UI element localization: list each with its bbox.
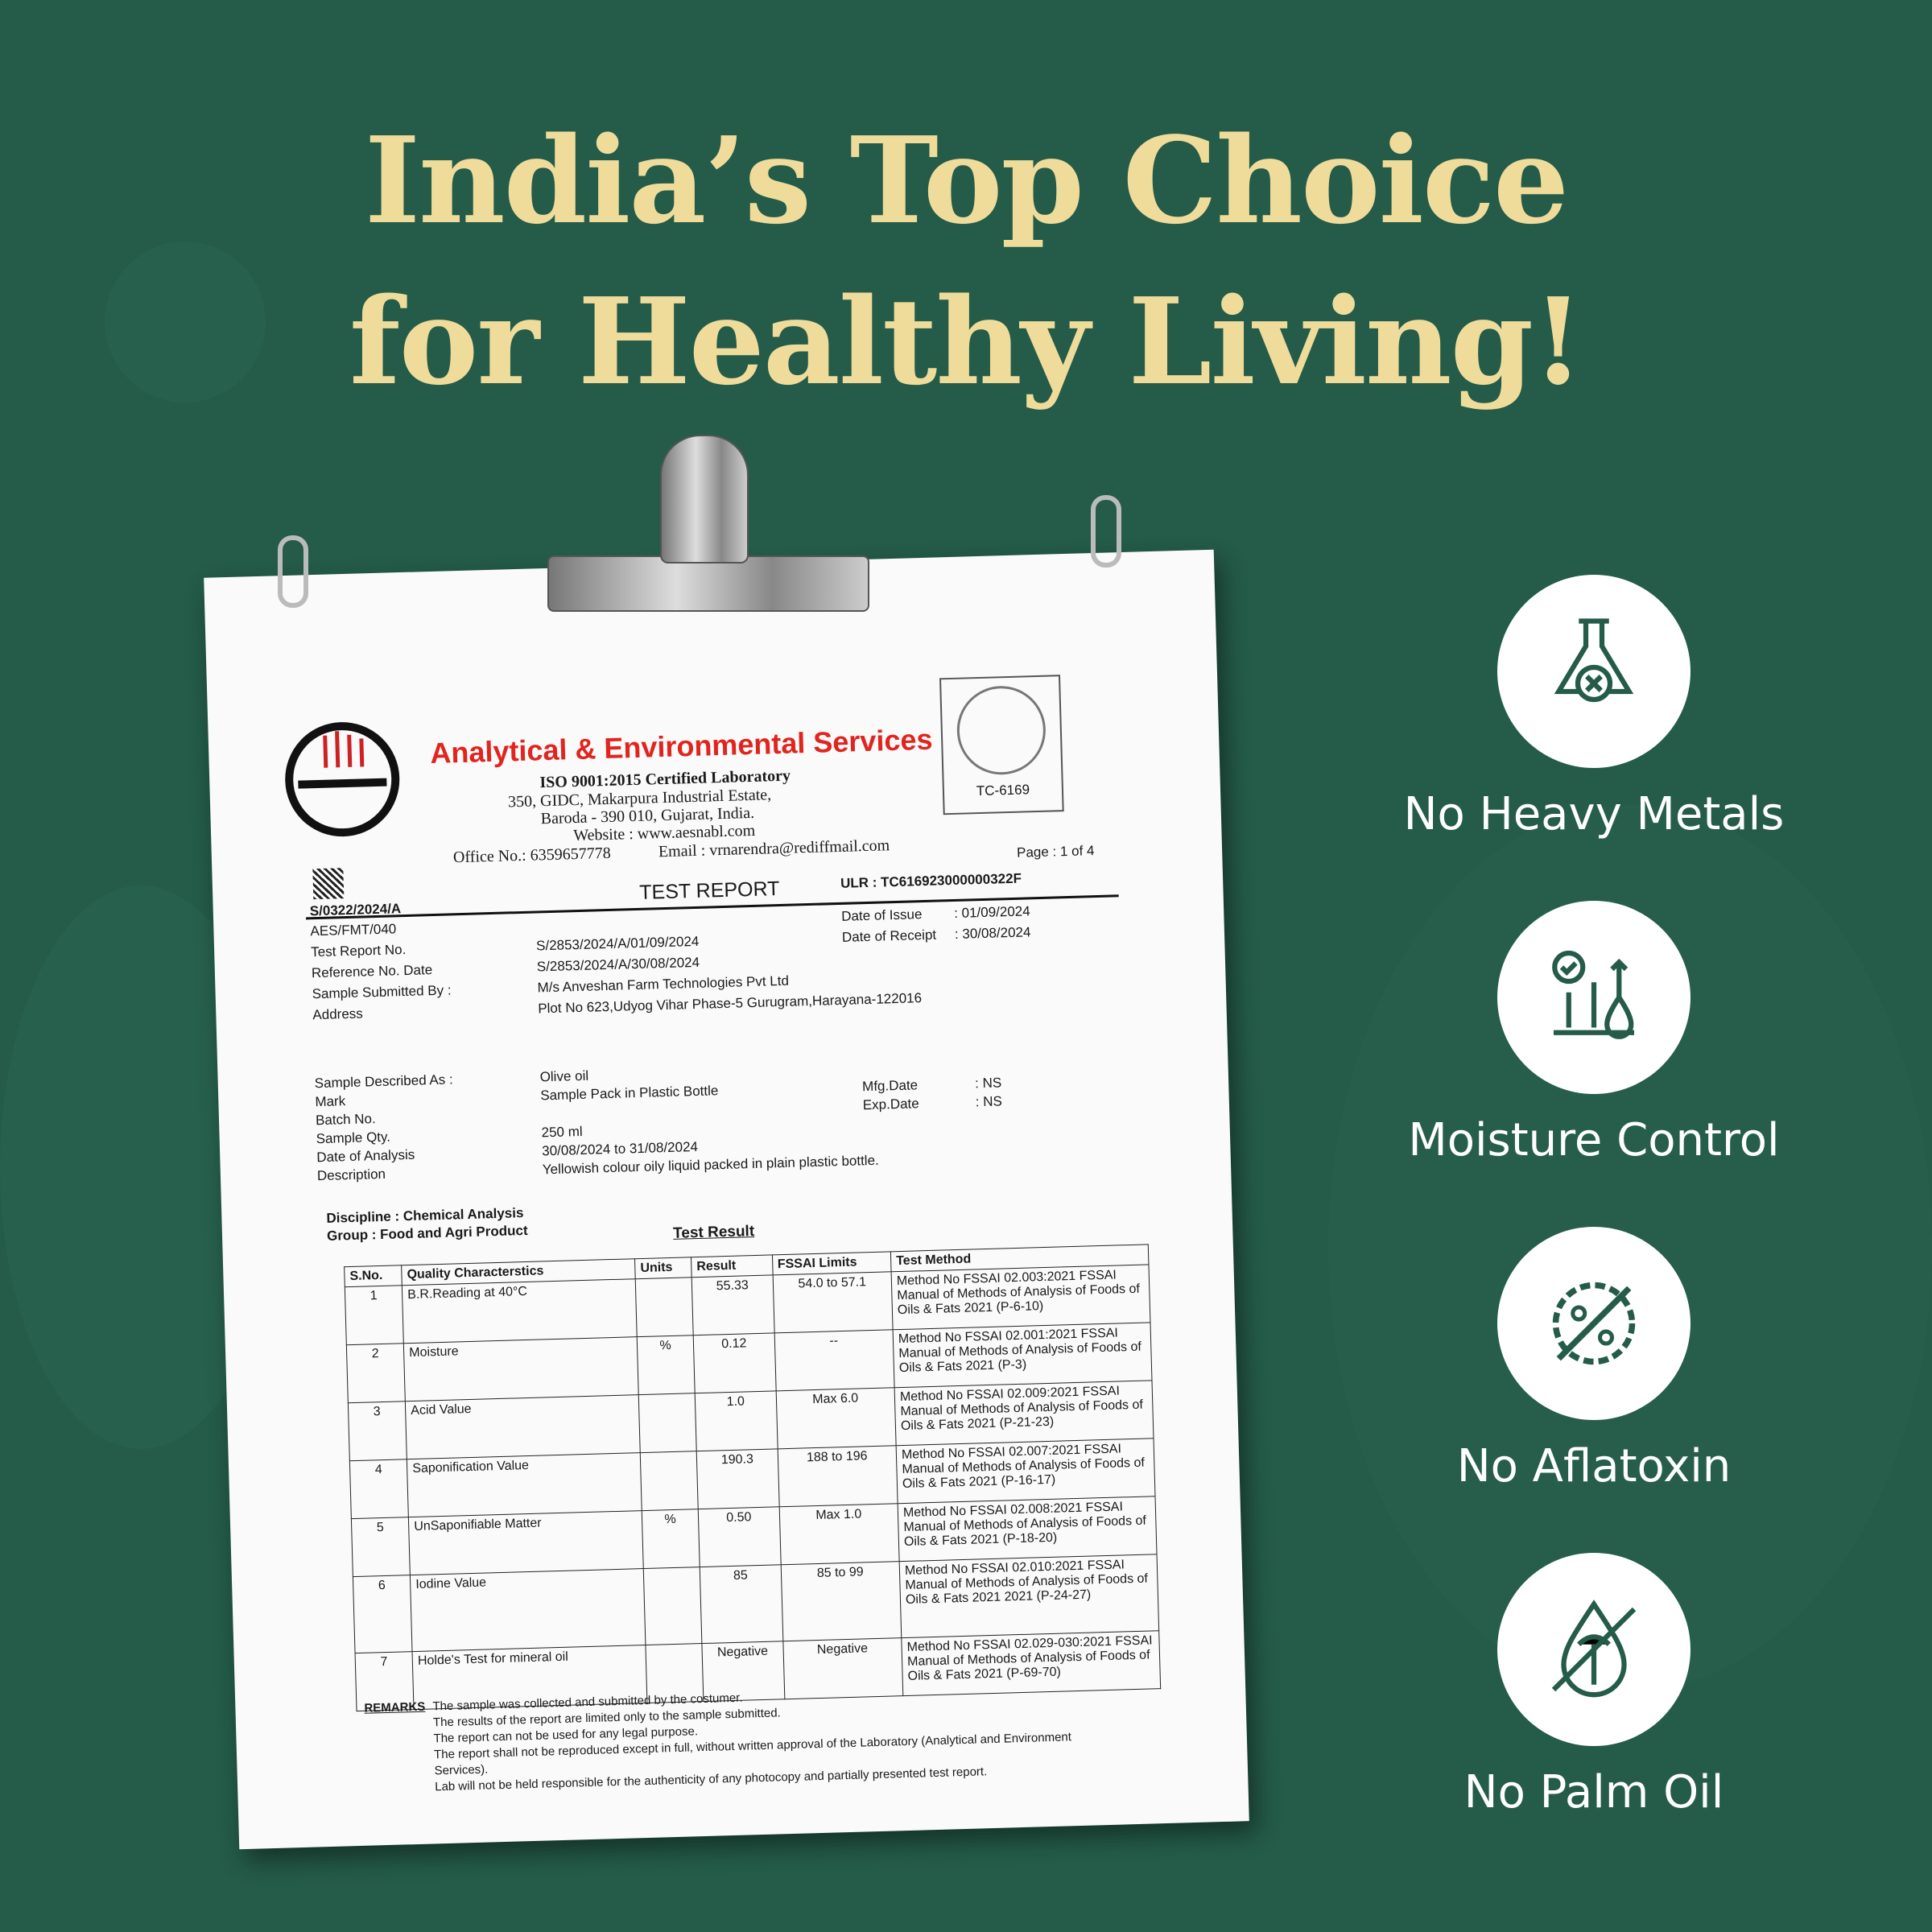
- right-hook: [1091, 495, 1121, 568]
- table-cell: 6: [353, 1575, 413, 1653]
- report-title: TEST REPORT: [638, 877, 780, 904]
- table-cell: 190.3: [696, 1448, 779, 1509]
- feature-label: No Palm Oil: [1463, 1766, 1724, 1818]
- table-cell: 2: [346, 1343, 406, 1403]
- exp-value: : NS: [975, 1093, 1003, 1110]
- report-fields: Test Report No. S/2853/2024/A/01/09/2024 R…: [311, 925, 923, 1026]
- feature-label: Moisture Control: [1408, 1114, 1780, 1166]
- table-cell: 0.12: [693, 1332, 776, 1393]
- accreditation-stamp: TC-6169: [939, 675, 1064, 815]
- field-value: 30/08/2024 to 31/08/2024: [541, 1138, 699, 1159]
- column-header: S.No.: [344, 1265, 402, 1287]
- left-hook: [278, 535, 308, 608]
- mfg-label: Mfg.Date: [861, 1077, 919, 1095]
- column-header: Result: [691, 1254, 773, 1278]
- no-aflatoxin-icon: [1552, 1282, 1636, 1365]
- table-cell: [643, 1567, 702, 1645]
- ref-code: S/0322/2024/A: [309, 901, 402, 919]
- table-cell: Acid Value: [405, 1394, 641, 1459]
- mfg-value: : NS: [974, 1075, 1002, 1092]
- table-cell: Max 6.0: [775, 1387, 897, 1449]
- test-report-document: Analytical & Environmental Services ISO …: [204, 549, 1249, 1850]
- field-value: Olive oil: [539, 1067, 589, 1085]
- lab-logo: [285, 722, 400, 837]
- table-cell: %: [642, 1509, 700, 1569]
- group: Group : Food and Agri Product: [326, 1222, 528, 1244]
- binder-clip-top: [660, 435, 749, 564]
- test-result-table: S.No. Quality Characterstics Units Result FS…: [344, 1244, 1161, 1711]
- table-cell: Moisture: [403, 1336, 639, 1402]
- ulr-number: ULR : TC616923000000322F: [840, 870, 1022, 891]
- field-value: : 01/09/2024: [953, 903, 1030, 921]
- moisture-arrows-icon: [1552, 950, 1634, 1039]
- table-cell: 85 to 99: [780, 1561, 902, 1641]
- table-cell: Max 1.0: [778, 1503, 900, 1565]
- table-cell: 1.0: [695, 1390, 778, 1451]
- page-number: Page : 1 of 4: [1016, 843, 1095, 861]
- table-cell: --: [774, 1329, 895, 1391]
- no-aflatoxin-badge: [1497, 1227, 1690, 1420]
- field-value: S/2853/2024/A/01/09/2024: [535, 933, 700, 954]
- field-row: Date of Receipt : 30/08/2024: [842, 922, 1031, 948]
- table-cell: 4: [349, 1459, 409, 1519]
- table-cell: 5: [351, 1517, 411, 1577]
- report-dates: Date of Issue: 01/09/2024 Date of Receipt…: [841, 901, 1031, 948]
- field-value: 250 ml: [541, 1123, 583, 1141]
- sample-fields: Sample Described As : Olive oil Mark Sample…: [314, 1059, 879, 1185]
- table-cell: Iodine Value: [410, 1568, 646, 1652]
- table-cell: [635, 1277, 694, 1337]
- moisture-arrows-badge: [1497, 901, 1690, 1094]
- flask-x-badge: [1497, 575, 1690, 768]
- field-value: S/2853/2024/A/30/08/2024: [536, 954, 700, 975]
- headline-line-2: for Healthy Living!: [349, 271, 1584, 411]
- table-cell: 85: [700, 1564, 783, 1644]
- headline-line-1: India’s Top Choice: [364, 110, 1569, 250]
- table-cell: Method No FSSAI 02.007:2021 FSSAI Manual…: [896, 1438, 1156, 1504]
- no-palm-oil-icon: [1551, 1600, 1637, 1698]
- sun-decoration: [105, 242, 266, 402]
- format-code: AES/FMT/040: [310, 921, 397, 939]
- table-title: Test Result: [672, 1223, 755, 1242]
- table-cell: 3: [348, 1401, 407, 1461]
- table-cell: 188 to 196: [777, 1445, 898, 1507]
- table-cell: [640, 1451, 699, 1511]
- table-cell: [638, 1393, 697, 1453]
- table-cell: UnSaponifiable Matter: [408, 1510, 644, 1575]
- lab-name: Analytical & Environmental Services: [429, 722, 933, 770]
- exp-label: Exp.Date: [862, 1096, 919, 1113]
- remarks-label: REMARKS: [364, 1699, 426, 1715]
- table-cell: 55.33: [691, 1274, 774, 1335]
- remarks: REMARKS The sample was collected and sub…: [364, 1681, 1091, 1798]
- stamp-code: TC-6169: [976, 782, 1030, 799]
- exp-date: Exp.Date : NS: [863, 1093, 1003, 1113]
- table-cell: 54.0 to 57.1: [772, 1271, 894, 1333]
- column-header: Units: [634, 1257, 692, 1279]
- table-cell: Method No FSSAI 02.003:2021 FSSAI Manual…: [891, 1264, 1150, 1330]
- feature-label: No Aflatoxin: [1456, 1440, 1732, 1492]
- table-cell: Method No FSSAI 02.009:2021 FSSAI Manual…: [894, 1380, 1154, 1446]
- mfg-date: Mfg.Date : NS: [862, 1075, 1002, 1095]
- field-value: Sample Pack in Plastic Bottle: [540, 1083, 719, 1104]
- table-cell: Method No FSSAI 02.010:2021 FSSAI Manual…: [899, 1554, 1159, 1638]
- field-label: Date of Receipt: [841, 927, 937, 945]
- flask-x-icon: [1554, 618, 1634, 703]
- feature-label: No Heavy Metals: [1403, 788, 1785, 840]
- table-cell: Saponification Value: [407, 1452, 642, 1517]
- binder-clip: [547, 555, 869, 612]
- table-cell: %: [637, 1335, 696, 1395]
- table-cell: Method No FSSAI 02.001:2021 FSSAI Manual…: [893, 1322, 1152, 1388]
- table-cell: 0.50: [698, 1506, 781, 1567]
- table-cell: 1: [345, 1285, 404, 1345]
- field-value: : 30/08/2024: [954, 924, 1031, 942]
- qr-code: [312, 868, 345, 900]
- table-cell: Method No FSSAI 02.008:2021 FSSAI Manual…: [898, 1496, 1158, 1562]
- table-cell: B.R.Reading at 40°C: [402, 1278, 638, 1344]
- no-palm-oil-badge: [1497, 1553, 1690, 1746]
- field-label: Date of Issue: [840, 906, 923, 924]
- lab-office: Office No.: 6359657778: [452, 844, 611, 867]
